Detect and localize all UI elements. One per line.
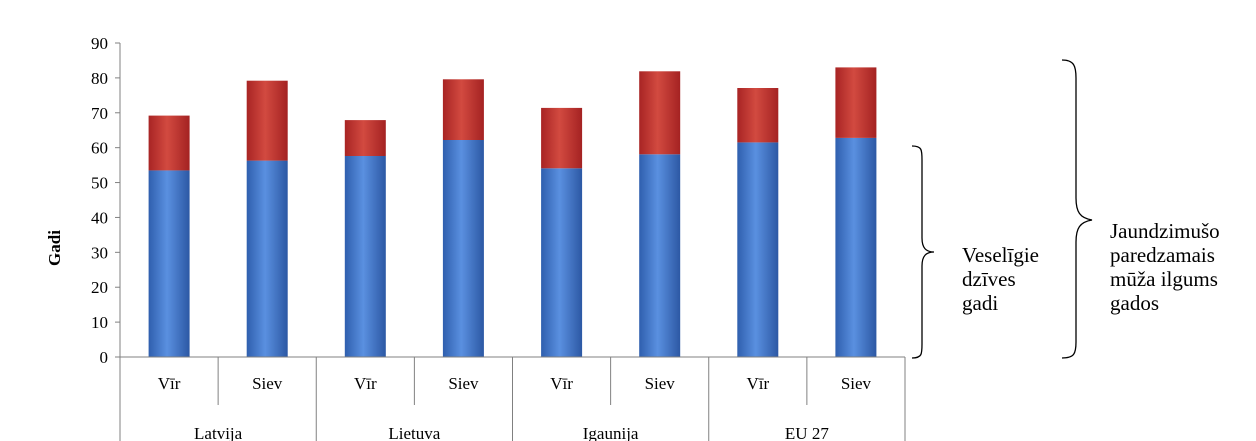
bar-segment-healthy: [148, 170, 190, 357]
y-tick-label: 90: [91, 34, 108, 53]
healthy-years-brace: [911, 145, 935, 359]
life-expectancy-annotation: Jaundzimušo paredzamais mūža ilgums gado…: [1110, 219, 1225, 315]
y-tick-label: 40: [91, 208, 108, 227]
life-expectancy-line-2: paredzamais: [1110, 243, 1215, 267]
healthy-years-line-3: gadi: [962, 291, 998, 315]
healthy-years-line-2: dzīves: [962, 267, 1016, 291]
x-group-label: Lietuva: [388, 424, 440, 441]
x-axis: Vīr Siev Vīr Siev Vīr Siev Vīr Siev Latvija Lietu…: [119, 356, 906, 441]
y-tick-label: 80: [91, 69, 108, 88]
y-axis: 0 10 20 30 40 50 60 70 80 90: [91, 34, 121, 367]
bar-segment-remaining: [541, 107, 583, 169]
x-category-label: Siev: [448, 374, 479, 393]
y-axis-label: Gadi: [45, 230, 64, 266]
x-group-label: Latvija: [194, 424, 243, 441]
y-tick-label: 70: [91, 104, 108, 123]
bar-segment-remaining: [246, 80, 288, 161]
x-category-label: Siev: [645, 374, 676, 393]
x-group-label: EU 27: [785, 424, 829, 441]
y-tick-label: 10: [91, 313, 108, 332]
x-category-label: Vīr: [158, 374, 181, 393]
bar-segment-healthy: [639, 154, 681, 357]
bar-segment-remaining: [344, 120, 386, 156]
bar-segment-healthy: [737, 142, 779, 357]
healthy-years-annotation: Veselīgie dzīves gadi: [962, 243, 1044, 315]
bar-segment-remaining: [639, 71, 681, 155]
y-tick-label: 20: [91, 278, 108, 297]
bar-segment-healthy: [246, 160, 288, 357]
bar-segment-healthy: [344, 156, 386, 357]
x-category-label: Vīr: [746, 374, 769, 393]
life-expectancy-line-3: mūža ilgums: [1110, 267, 1218, 291]
x-category-label: Vīr: [550, 374, 573, 393]
y-tick-label: 50: [91, 174, 108, 193]
y-tick-label: 60: [91, 139, 108, 158]
y-tick-label: 0: [100, 348, 109, 367]
bar-segment-remaining: [737, 88, 779, 143]
x-group-label: Igaunija: [583, 424, 639, 441]
bar-segment-healthy: [541, 168, 583, 357]
x-category-label: Siev: [252, 374, 283, 393]
bar-segment-healthy: [442, 140, 484, 357]
x-category-label: Siev: [841, 374, 872, 393]
life-expectancy-line-4: gados: [1110, 291, 1159, 315]
x-category-label: Vīr: [354, 374, 377, 393]
life-expectancy-line-1: Jaundzimušo: [1110, 219, 1220, 243]
y-tick-label: 30: [91, 243, 108, 262]
bar-segment-healthy: [835, 137, 877, 357]
bar-segment-remaining: [148, 115, 190, 171]
healthy-years-line-1: Veselīgie: [962, 243, 1039, 267]
life-expectancy-brace: [1061, 59, 1093, 359]
bar-segment-remaining: [442, 79, 484, 140]
bars-layer: [148, 67, 877, 357]
bar-segment-remaining: [835, 67, 877, 138]
